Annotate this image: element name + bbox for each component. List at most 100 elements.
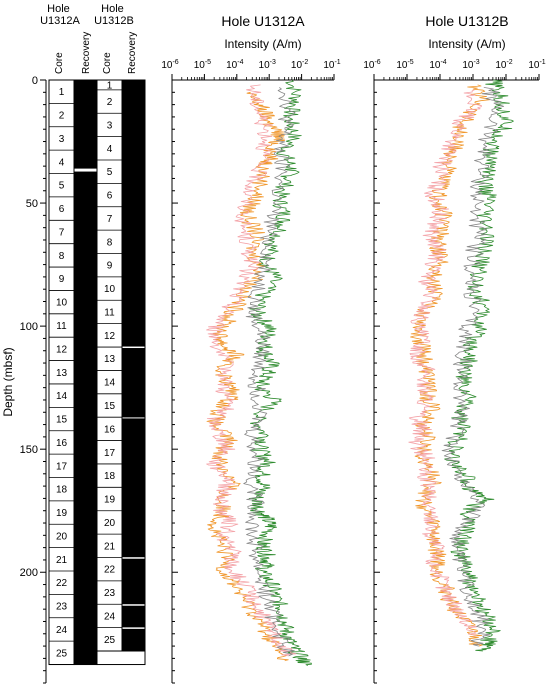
hole-b-core-label: 23: [104, 588, 116, 599]
hole-a-core-label: 24: [56, 625, 68, 636]
hole-b-core-label: 15: [104, 401, 116, 412]
hole-b-core-label: 25: [104, 635, 116, 646]
hole-b-core-header: Core: [102, 52, 113, 74]
hole-a-core-label: 1: [59, 87, 65, 98]
hole-a-core-label: 23: [56, 602, 68, 613]
depth-tick-label: 50: [26, 198, 38, 210]
hole-b-recovery-header: Recovery: [127, 32, 138, 74]
hole-a-core-label: 10: [56, 298, 68, 309]
hole-a-title-line-1: Hole: [47, 3, 70, 15]
hole-a-core-label: 3: [59, 134, 65, 145]
hole-b-core-label: 5: [107, 167, 113, 178]
intensity-tick-label: 10-6: [161, 59, 178, 71]
hole-b-core-label: 21: [104, 541, 116, 552]
hole-a-core-label: 19: [56, 508, 68, 519]
hole-a-core-label: 20: [56, 531, 68, 542]
hole-b-core-label: 13: [104, 354, 116, 365]
intensity-series-line: [248, 79, 312, 666]
intensity-tick-label: 10-5: [194, 59, 211, 71]
depth-tick-label: 200: [20, 567, 38, 579]
hole-a-core-label: 7: [59, 227, 65, 238]
panel-title: Hole U1312B: [425, 13, 508, 29]
intensity-tick-label: 10-4: [226, 59, 243, 71]
hole-a-recovery-bar: [74, 171, 97, 665]
depth-tick-label: 100: [20, 321, 38, 333]
hole-b-title: Hole U1312B: [94, 3, 134, 27]
hole-b-core-column: [96, 79, 123, 652]
hole-b-recovery-bar: [122, 605, 145, 628]
hole-b-recovery-bar: [122, 628, 145, 652]
intensity-tick-label: 10-3: [462, 59, 479, 71]
intensity-tick-label: 10-6: [363, 59, 380, 71]
hole-b-recovery-bar: [122, 348, 145, 418]
panel-hole-u1312a: Hole U1312A Intensity (A/m) 10-6 10-5 10-4 10…: [161, 13, 341, 684]
intensity-series-line: [444, 79, 514, 652]
hole-b-recovery-bar: [122, 558, 145, 605]
hole-a-core-label: 12: [56, 344, 68, 355]
intensity-tick-label: 10-2: [495, 59, 512, 71]
hole-b-core-label: 22: [104, 565, 116, 576]
depth-axis: 0 50 100 150 200: [20, 75, 47, 684]
hole-b-core-label: 19: [104, 495, 116, 506]
hole-a-core-label: 8: [59, 251, 65, 262]
hole-a-core-label: 21: [56, 555, 68, 566]
hole-a-core-label: 5: [59, 181, 65, 192]
hole-b-end-box: [96, 650, 146, 666]
depth-axis-label: Depth (mbsf): [1, 347, 15, 416]
hole-b-core-label: 14: [104, 378, 116, 389]
hole-b-title-line-1: Hole: [101, 3, 124, 15]
hole-a-core-label: 13: [56, 368, 68, 379]
intensity-series-line: [408, 89, 482, 637]
hole-b-core-label: 10: [104, 284, 116, 295]
hole-b-core-label: 20: [104, 518, 116, 529]
hole-a-core-label: 18: [56, 485, 68, 496]
intensity-tick-label: 10-1: [528, 59, 545, 71]
hole-a-core-label: 4: [59, 157, 65, 168]
hole-a-core-label: 9: [59, 274, 65, 285]
intensity-tick-label: 10-4: [429, 59, 446, 71]
depth-tick-label: 150: [20, 444, 38, 456]
hole-b-core-label: 4: [107, 144, 113, 155]
hole-b-recovery-bar: [122, 418, 145, 558]
hole-a-recovery-bar: [74, 80, 97, 169]
hole-a-recovery-header: Recovery: [81, 32, 92, 74]
intensity-tick-label: 10-1: [323, 59, 340, 71]
hole-a-core-label: 17: [56, 461, 68, 472]
intensity-axis-label: Intensity (A/m): [224, 37, 301, 51]
hole-b-core-label: 3: [107, 120, 113, 131]
hole-a-core-label: 11: [56, 321, 67, 332]
hole-a-core-label: 15: [56, 415, 68, 426]
hole-a-core-column: [48, 79, 75, 666]
hole-a-core-label: 22: [56, 578, 68, 589]
hole-b-core-label: 17: [104, 448, 116, 459]
intensity-series-line: [206, 91, 289, 662]
intensity-series-line: [441, 87, 505, 647]
hole-b-core-label: 9: [107, 261, 113, 272]
intensity-series-line: [243, 87, 296, 657]
hole-b-core-label: 1: [107, 80, 113, 91]
hole-b-core-label: 8: [107, 237, 113, 248]
intensity-tick-label: 10-5: [396, 59, 413, 71]
hole-b-core-label: 24: [104, 611, 116, 622]
core-columns: 1234567891011121314151617181920212223242…: [48, 79, 146, 666]
hole-a-core-label: 16: [56, 438, 68, 449]
intensity-series-line: [206, 84, 297, 657]
hole-b-recovery-bar: [122, 80, 145, 347]
hole-a-core-label: 2: [59, 111, 65, 122]
hole-b-title-line-2: U1312B: [94, 15, 134, 27]
panel-title: Hole U1312A: [221, 13, 305, 29]
hole-a-core-label: 25: [56, 648, 68, 659]
hole-b-core-label: 12: [104, 331, 116, 342]
hole-a-title-line-2: U1312A: [40, 15, 80, 27]
intensity-tick-label: 10-3: [259, 59, 276, 71]
hole-a-core-label: 6: [59, 204, 65, 215]
intensity-tick-label: 10-2: [291, 59, 308, 71]
hole-b-core-label: 2: [107, 97, 113, 108]
hole-a-core-header: Core: [54, 52, 65, 74]
hole-b-core-label: 7: [107, 214, 113, 225]
hole-b-core-label: 11: [104, 307, 115, 318]
intensity-axis-label: Intensity (A/m): [428, 37, 505, 51]
hole-b-core-label: 6: [107, 191, 113, 202]
hole-a-title: Hole U1312A: [40, 3, 80, 27]
